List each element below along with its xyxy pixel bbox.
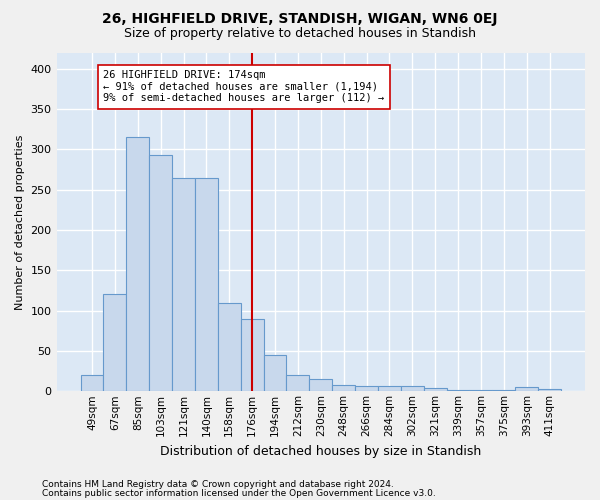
Text: 26 HIGHFIELD DRIVE: 174sqm
← 91% of detached houses are smaller (1,194)
9% of se: 26 HIGHFIELD DRIVE: 174sqm ← 91% of deta… bbox=[103, 70, 385, 103]
Bar bbox=[310, 379, 332, 392]
Bar bbox=[378, 386, 401, 392]
Text: 26, HIGHFIELD DRIVE, STANDISH, WIGAN, WN6 0EJ: 26, HIGHFIELD DRIVE, STANDISH, WIGAN, WN… bbox=[102, 12, 498, 26]
Bar bbox=[355, 386, 378, 392]
Bar bbox=[332, 385, 355, 392]
Bar bbox=[218, 302, 241, 392]
Bar bbox=[538, 389, 561, 392]
X-axis label: Distribution of detached houses by size in Standish: Distribution of detached houses by size … bbox=[160, 444, 481, 458]
Bar bbox=[424, 388, 446, 392]
Text: Size of property relative to detached houses in Standish: Size of property relative to detached ho… bbox=[124, 28, 476, 40]
Bar bbox=[195, 178, 218, 392]
Bar bbox=[446, 390, 469, 392]
Bar bbox=[80, 375, 103, 392]
Text: Contains public sector information licensed under the Open Government Licence v3: Contains public sector information licen… bbox=[42, 490, 436, 498]
Bar bbox=[263, 355, 286, 392]
Bar bbox=[241, 318, 263, 392]
Y-axis label: Number of detached properties: Number of detached properties bbox=[15, 134, 25, 310]
Bar bbox=[515, 387, 538, 392]
Bar bbox=[401, 386, 424, 392]
Bar bbox=[172, 178, 195, 392]
Bar bbox=[149, 155, 172, 392]
Bar bbox=[103, 294, 127, 392]
Bar bbox=[469, 390, 493, 392]
Bar bbox=[493, 390, 515, 392]
Text: Contains HM Land Registry data © Crown copyright and database right 2024.: Contains HM Land Registry data © Crown c… bbox=[42, 480, 394, 489]
Bar bbox=[127, 137, 149, 392]
Bar bbox=[286, 375, 310, 392]
